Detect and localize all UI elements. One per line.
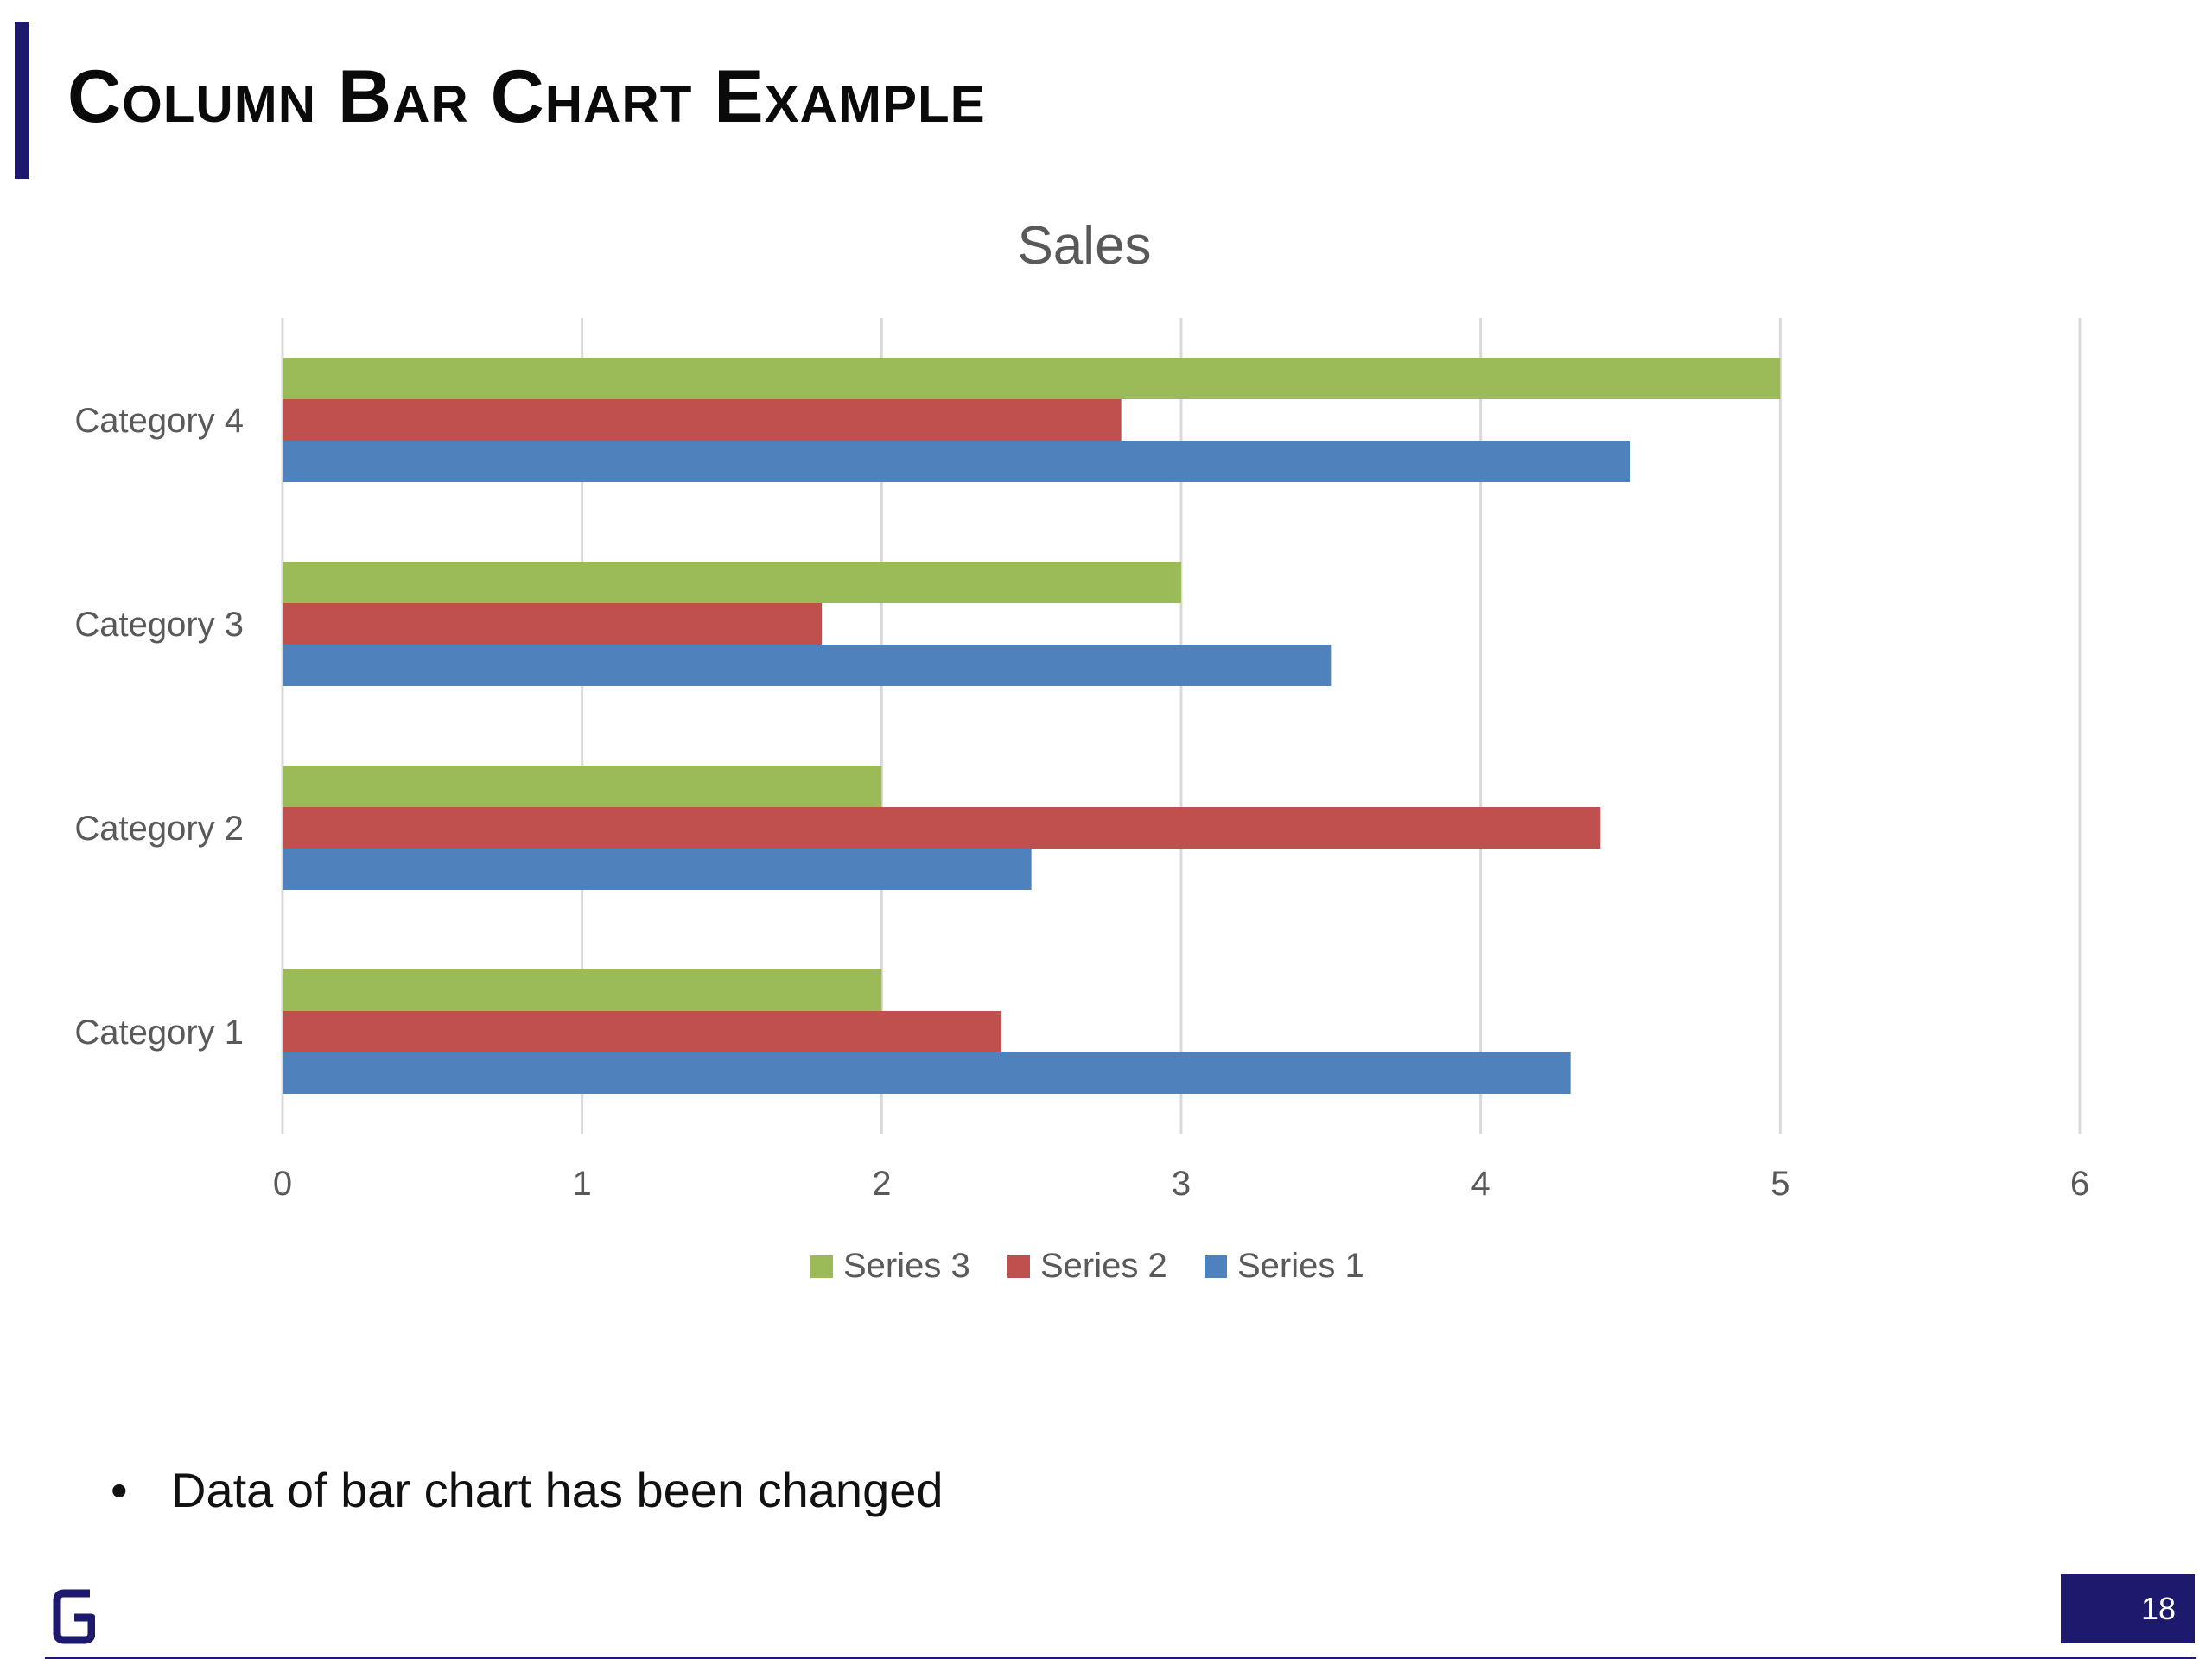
legend-swatch	[1007, 1255, 1030, 1278]
footer-rule	[45, 1657, 2196, 1659]
bar-series-3	[283, 969, 882, 1011]
category-label: Category 2	[74, 810, 244, 848]
legend-swatch	[810, 1255, 833, 1278]
bar-series-3	[283, 766, 882, 807]
category-label: Category 1	[74, 1014, 244, 1052]
bullet-dot: •	[111, 1463, 128, 1517]
title-accent-bar	[15, 22, 29, 179]
x-tick-label: 5	[1770, 1165, 1789, 1203]
x-tick-label: 6	[2070, 1165, 2089, 1203]
bar-series-3	[283, 562, 1181, 603]
slide-title: Column Bar Chart Example	[67, 55, 986, 138]
chart-title: Sales	[1017, 216, 1151, 276]
bar-series-3	[283, 358, 1781, 399]
bullet-item: • Data of bar chart has been changed	[111, 1460, 944, 1521]
legend-label: Series 3	[843, 1247, 970, 1285]
company-logo-icon	[53, 1589, 95, 1644]
x-tick-label: 3	[1172, 1165, 1191, 1203]
legend-label: Series 2	[1040, 1247, 1167, 1285]
legend-label: Series 1	[1237, 1247, 1364, 1285]
bar-series-2	[283, 603, 822, 645]
x-tick-label: 2	[872, 1165, 891, 1203]
legend-swatch	[1205, 1255, 1227, 1278]
bar-series-1	[283, 441, 1630, 482]
category-label: Category 4	[74, 402, 244, 440]
bullet-text: Data of bar chart has been changed	[171, 1463, 944, 1517]
bar-chart: Sales 0 1 2 3 4 5 6 Category 1 Category 2 Category…	[74, 216, 2089, 1285]
bar-series-1	[283, 1052, 1571, 1094]
x-tick-label: 1	[573, 1165, 592, 1203]
x-tick-label: 4	[1471, 1165, 1491, 1203]
bar-series-2	[283, 399, 1122, 441]
bar-series-1	[283, 849, 1032, 890]
x-tick-label: 0	[273, 1165, 292, 1203]
bar-series-1	[283, 645, 1332, 686]
bar-series-2	[283, 807, 1601, 849]
bar-series-2	[283, 1011, 1001, 1052]
category-label: Category 3	[74, 606, 244, 644]
page-number: 18	[2061, 1574, 2195, 1643]
